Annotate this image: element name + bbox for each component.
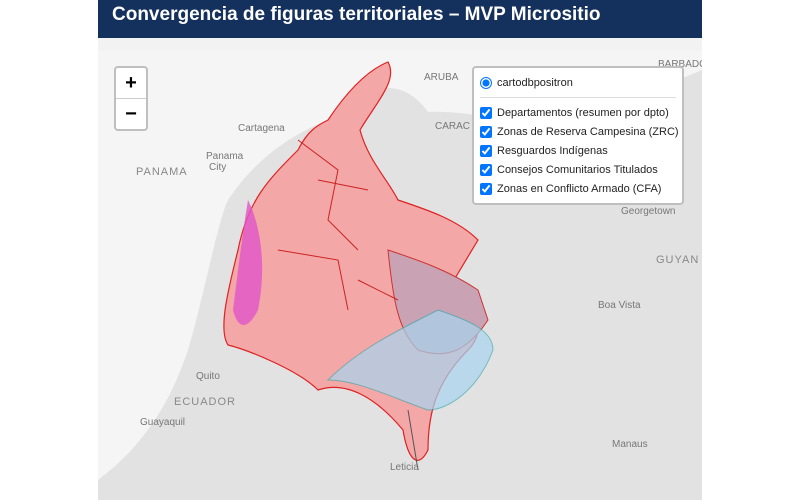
- checkbox[interactable]: [480, 144, 492, 157]
- place-label: Panama: [206, 151, 244, 162]
- overlay-option[interactable]: Zonas de Reserva Campesina (ZRC): [480, 122, 679, 141]
- sea: [98, 50, 702, 480]
- separator: [480, 97, 676, 98]
- place-label: Cartagena: [238, 123, 285, 134]
- resguardo: [326, 309, 494, 411]
- zoom-out-button[interactable]: −: [116, 98, 146, 129]
- place-label: CARAC: [435, 121, 470, 132]
- overlay-label: Zonas de Reserva Campesina (ZRC): [497, 125, 679, 138]
- page-title: Convergencia de figuras territoriales – …: [112, 4, 601, 25]
- place-label: GUYAN: [656, 254, 699, 266]
- place-label: PANAMA: [136, 166, 188, 178]
- base-layer-option[interactable]: cartodbpositron: [480, 73, 676, 92]
- sea: [98, 140, 208, 220]
- place-label: City: [209, 162, 226, 173]
- place-label: Quito: [196, 371, 220, 382]
- place-label: Boa Vista: [598, 300, 641, 311]
- radio[interactable]: [480, 76, 492, 89]
- overlay-option[interactable]: Departamentos (resumen por dpto): [480, 103, 676, 122]
- place-label: ECUADOR: [174, 396, 236, 408]
- consejos: [233, 200, 263, 325]
- place-label: ARUBA: [424, 72, 459, 83]
- overlay-option[interactable]: Zonas en Conflicto Armado (CFA): [480, 179, 676, 198]
- place-label: Leticia: [390, 462, 419, 473]
- boundaries: [277, 139, 399, 311]
- place-label: Guayaquil: [140, 417, 185, 428]
- header: Convergencia de figuras territoriales – …: [98, 0, 702, 38]
- checkbox[interactable]: [480, 125, 492, 138]
- overlay-option[interactable]: Resguardos Indígenas: [480, 141, 676, 160]
- overlay-label: Resguardos Indígenas: [497, 144, 608, 157]
- overlay-label: Zonas en Conflicto Armado (CFA): [497, 182, 662, 195]
- zoom-control: + −: [114, 66, 148, 131]
- app-frame: Convergencia de figuras territoriales – …: [98, 0, 702, 500]
- checkbox[interactable]: [480, 106, 492, 119]
- zoom-in-button[interactable]: +: [125, 72, 137, 94]
- base-layer-label: cartodbpositron: [497, 76, 573, 89]
- layer-control: cartodbpositron Departamentos (resumen p…: [472, 66, 684, 205]
- overlay-list: Departamentos (resumen por dpto) Zonas de…: [480, 103, 679, 198]
- overlay-option[interactable]: Consejos Comunitarios Titulados: [480, 160, 676, 179]
- checkbox[interactable]: [480, 163, 492, 176]
- place-label: Manaus: [612, 439, 648, 450]
- checkbox[interactable]: [480, 182, 492, 195]
- border: [407, 409, 419, 471]
- place-label: BARBADOS: [658, 59, 702, 70]
- overlay-label: Departamentos (resumen por dpto): [497, 106, 669, 119]
- overlay-label: Consejos Comunitarios Titulados: [497, 163, 658, 176]
- place-label: Georgetown: [621, 206, 675, 217]
